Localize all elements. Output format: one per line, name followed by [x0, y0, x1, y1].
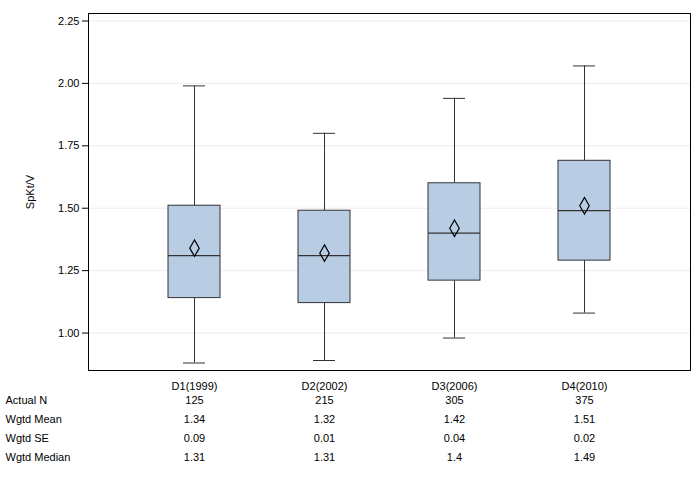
svg-text:Wgtd Median: Wgtd Median	[6, 451, 71, 463]
svg-text:Wgtd Mean: Wgtd Mean	[6, 413, 62, 425]
svg-text:0.02: 0.02	[574, 432, 595, 444]
svg-text:1.50: 1.50	[58, 202, 79, 214]
svg-text:215: 215	[315, 394, 333, 406]
svg-text:375: 375	[575, 394, 593, 406]
svg-text:Actual N: Actual N	[6, 394, 48, 406]
svg-text:1.00: 1.00	[58, 327, 79, 339]
svg-text:Wgtd SE: Wgtd SE	[6, 432, 49, 444]
svg-text:1.32: 1.32	[314, 413, 335, 425]
svg-text:305: 305	[445, 394, 463, 406]
svg-text:125: 125	[185, 394, 203, 406]
svg-text:1.31: 1.31	[314, 451, 335, 463]
svg-text:1.49: 1.49	[574, 451, 595, 463]
svg-text:0.01: 0.01	[314, 432, 335, 444]
svg-text:1.51: 1.51	[574, 413, 595, 425]
svg-text:D3(2006): D3(2006)	[432, 380, 478, 392]
svg-text:1.25: 1.25	[58, 264, 79, 276]
svg-text:D1(1999): D1(1999)	[172, 380, 218, 392]
svg-text:1.31: 1.31	[184, 451, 205, 463]
svg-text:0.04: 0.04	[444, 432, 465, 444]
svg-text:2.00: 2.00	[58, 77, 79, 89]
svg-text:1.75: 1.75	[58, 139, 79, 151]
svg-text:SpKt/V: SpKt/V	[24, 174, 36, 209]
svg-text:0.09: 0.09	[184, 432, 205, 444]
svg-text:2.25: 2.25	[58, 15, 79, 27]
svg-text:1.34: 1.34	[184, 413, 205, 425]
svg-text:D2(2002): D2(2002)	[302, 380, 348, 392]
svg-text:1.42: 1.42	[444, 413, 465, 425]
svg-text:1.4: 1.4	[447, 451, 462, 463]
svg-text:D4(2010): D4(2010)	[562, 380, 608, 392]
